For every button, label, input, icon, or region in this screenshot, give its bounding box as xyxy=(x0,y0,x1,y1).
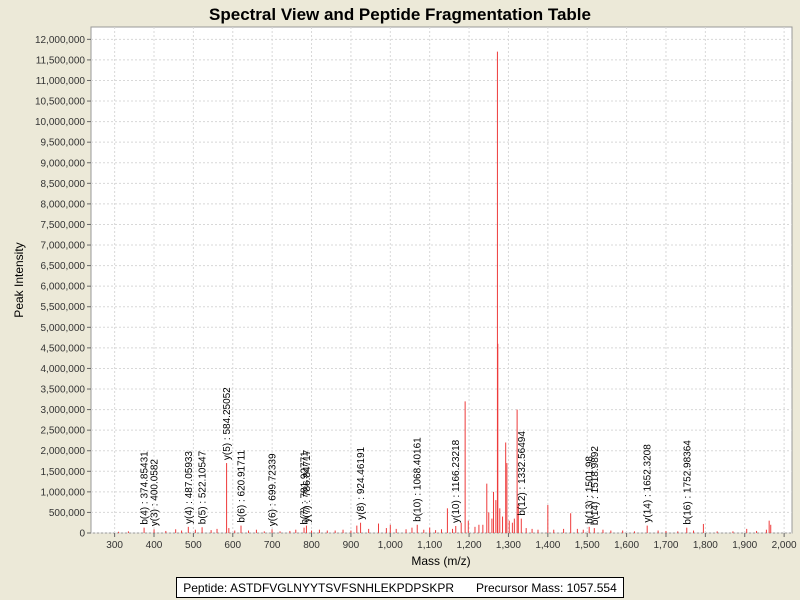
y-tick-label: 8,500,000 xyxy=(41,179,86,190)
peak-annotation: b(4) : 374.85431 xyxy=(140,451,151,525)
x-axis-label: Mass (m/z) xyxy=(411,554,470,568)
x-tick-label: 1,700 xyxy=(653,540,678,551)
peak-annotation: y(7) : 786.84717 xyxy=(302,449,313,522)
plot-area xyxy=(90,26,793,534)
x-tick-label: 400 xyxy=(146,540,163,551)
peptide-info-box: Peptide: ASTDFVGLNYYTSVFSNHLEKPDPSKPR Pr… xyxy=(176,577,624,598)
y-tick-label: 1,500,000 xyxy=(41,467,86,478)
y-tick-label: 3,000,000 xyxy=(41,405,86,416)
peak-annotation: b(10) : 1068.40161 xyxy=(413,437,424,522)
y-tick-label: 8,000,000 xyxy=(41,199,86,210)
x-tick-label: 1,800 xyxy=(693,540,718,551)
grid-lines xyxy=(91,27,792,534)
y-axis-label: Peak Intensity xyxy=(12,242,26,317)
y-tick-label: 5,000,000 xyxy=(41,323,86,334)
peptide-sequence: Peptide: ASTDFVGLNYYTSVFSNHLEKPDPSKPR xyxy=(183,580,454,595)
axes xyxy=(87,38,785,537)
y-tick-label: 5,500,000 xyxy=(41,302,86,313)
y-tick-label: 10,500,000 xyxy=(35,97,85,108)
peak-annotation: b(6) : 620.91711 xyxy=(237,450,248,523)
peak-annotation: y(10) : 1166.23218 xyxy=(451,439,462,523)
x-tick-label: 900 xyxy=(343,540,360,551)
peak-annotation: b(12) : 1332.56494 xyxy=(517,431,528,516)
peaks-layer xyxy=(118,51,772,533)
precursor-mass: Precursor Mass: 1057.554 xyxy=(476,580,617,595)
peak-annotation: y(4) : 487.05933 xyxy=(184,451,195,524)
y-tick-label: 12,000,000 xyxy=(35,35,85,46)
y-tick-label: 2,500,000 xyxy=(41,426,86,437)
spectrum-chart: Spectral View and Peptide Fragmentation … xyxy=(12,5,797,568)
tick-labels: 0 500,000 1,000,000 1,500,000 2,000,000 2,500… xyxy=(35,35,797,551)
y-tick-label: 1,000,000 xyxy=(41,487,86,498)
peak-annotation: y(3) : 400.0582 xyxy=(150,459,161,527)
x-tick-label: 700 xyxy=(264,540,281,551)
y-tick-label: 11,000,000 xyxy=(36,76,86,87)
y-tick-label: 7,500,000 xyxy=(41,220,86,231)
y-tick-label: 4,000,000 xyxy=(41,364,86,375)
y-tick-label: 3,500,000 xyxy=(41,385,86,396)
x-tick-label: 1,400 xyxy=(535,540,560,551)
x-tick-label: 600 xyxy=(224,540,241,551)
x-tick-label: 1,600 xyxy=(614,540,639,551)
y-tick-label: 0 xyxy=(79,529,85,540)
x-tick-label: 1,300 xyxy=(496,540,521,551)
y-tick-label: 10,000,000 xyxy=(35,117,85,128)
y-tick-label: 4,500,000 xyxy=(41,343,86,354)
peak-annotation: y(5) : 584.25052 xyxy=(222,387,233,460)
x-tick-label: 300 xyxy=(106,540,123,551)
x-tick-label: 1,100 xyxy=(417,540,442,551)
y-tick-label: 9,500,000 xyxy=(41,138,86,149)
y-tick-label: 6,500,000 xyxy=(41,261,86,272)
y-tick-label: 9,000,000 xyxy=(41,158,86,169)
peak-annotation: b(16) : 1752.98364 xyxy=(682,440,693,525)
x-tick-label: 1,000 xyxy=(378,540,403,551)
peak-annotation: y(6) : 699.72339 xyxy=(268,453,279,526)
y-tick-label: 11,500,000 xyxy=(36,55,86,66)
x-tick-label: 1,900 xyxy=(732,540,757,551)
y-tick-label: 6,000,000 xyxy=(41,282,86,293)
peak-annotation: y(8) : 924.46191 xyxy=(356,446,367,519)
peak-annotation: y(14) : 1652.3208 xyxy=(643,444,654,523)
x-tick-label: 500 xyxy=(185,540,202,551)
peak-annotation: b(13) : 1501.98 xyxy=(585,456,596,524)
peak-annotation: b(14) : 1518.9892 xyxy=(590,446,601,525)
x-tick-label: 1,500 xyxy=(575,540,600,551)
y-tick-label: 2,000,000 xyxy=(41,446,86,457)
chart-title: Spectral View and Peptide Fragmentation … xyxy=(209,5,591,24)
peak-annotation: b(7) : 781.92771 xyxy=(300,451,311,525)
y-tick-label: 500,000 xyxy=(49,508,86,519)
peak-annotation: b(5) : 522.10547 xyxy=(198,450,209,524)
y-tick-label: 7,000,000 xyxy=(41,241,86,252)
x-tick-label: 800 xyxy=(303,540,320,551)
x-tick-label: 2,000 xyxy=(772,540,797,551)
x-tick-label: 1,200 xyxy=(457,540,482,551)
